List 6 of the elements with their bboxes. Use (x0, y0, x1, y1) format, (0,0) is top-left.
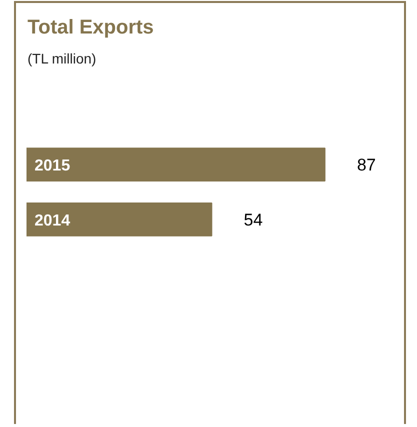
y-tick-label: 2014 (34, 212, 70, 230)
data-label: 54 (244, 210, 263, 230)
chart-subtitle: (TL million) (28, 50, 96, 66)
data-label: 87 (356, 156, 376, 175)
y-tick-label: 2015 (34, 158, 70, 175)
chart-title: Total Exports (28, 16, 154, 38)
